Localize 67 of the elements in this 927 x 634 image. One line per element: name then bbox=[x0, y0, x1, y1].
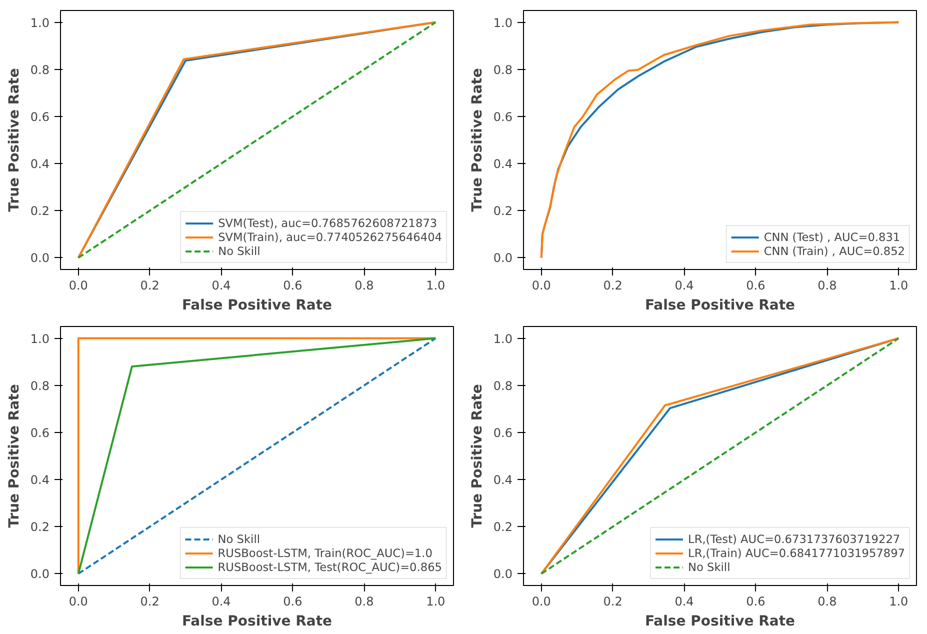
x-tick-label: 0.2 bbox=[603, 278, 622, 292]
x-axis-title: False Positive Rate bbox=[644, 614, 796, 630]
x-tick-label: 0.2 bbox=[140, 594, 160, 608]
x-tick-label: 0.2 bbox=[603, 594, 622, 608]
y-axis-title: True Positive Rate bbox=[6, 384, 22, 528]
x-tick-label: 0.6 bbox=[746, 594, 766, 608]
y-tick-label: 0.8 bbox=[30, 62, 50, 77]
y-tick-label: 0.8 bbox=[493, 378, 513, 393]
y-tick-label: 0.2 bbox=[30, 520, 50, 534]
y-tick-label: 0.0 bbox=[30, 567, 50, 582]
y-tick-label: 0.4 bbox=[30, 157, 50, 172]
y-tick-label: 0.6 bbox=[493, 110, 513, 124]
legend-label: RUSBoost-LSTM, Test(ROC_AUC)=0.865 bbox=[218, 560, 442, 574]
legend-label: LR,(Test) AUC=0.6731737603719227 bbox=[688, 532, 900, 546]
legend-label: LR,(Train) AUC=0.6841771031957897 bbox=[688, 546, 905, 560]
legend-label: SVM(Train), auc=0.7740526275646404 bbox=[218, 230, 442, 244]
x-tick-label: 1.0 bbox=[889, 278, 908, 292]
x-tick-label: 0.0 bbox=[68, 594, 88, 608]
x-tick-label: 0.2 bbox=[140, 278, 160, 292]
x-tick-label: 1.0 bbox=[426, 594, 446, 608]
x-tick-label: 0.8 bbox=[354, 594, 374, 608]
legend-label: CNN (Train) , AUC=0.852 bbox=[764, 244, 905, 258]
y-tick-label: 0.6 bbox=[30, 426, 50, 440]
legend-label: No Skill bbox=[218, 244, 260, 258]
x-tick-label: 0.0 bbox=[532, 278, 551, 292]
y-tick-label: 0.6 bbox=[493, 426, 513, 440]
x-axis-title: False Positive Rate bbox=[182, 298, 332, 314]
y-tick-label: 0.8 bbox=[30, 378, 50, 393]
x-tick-label: 0.8 bbox=[354, 278, 374, 292]
y-tick-label: 0.4 bbox=[30, 473, 50, 488]
y-axis-title: True Positive Rate bbox=[6, 68, 22, 212]
x-tick-label: 0.6 bbox=[283, 594, 302, 608]
x-tick-label: 0.6 bbox=[283, 278, 302, 292]
x-tick-label: 0.0 bbox=[532, 594, 551, 608]
x-tick-label: 0.8 bbox=[818, 278, 837, 292]
legend-label: No Skill bbox=[688, 560, 730, 574]
y-tick-label: 0.8 bbox=[493, 62, 513, 77]
y-tick-label: 0.2 bbox=[493, 520, 513, 534]
x-tick-label: 0.4 bbox=[674, 594, 694, 608]
x-tick-label: 0.8 bbox=[818, 594, 837, 608]
x-tick-label: 0.6 bbox=[746, 278, 766, 292]
y-tick-label: 0.2 bbox=[30, 204, 50, 218]
y-axis-title: True Positive Rate bbox=[469, 384, 486, 528]
y-tick-label: 1.0 bbox=[493, 332, 513, 346]
y-tick-label: 0.0 bbox=[493, 567, 513, 582]
legend-label: RUSBoost-LSTM, Train(ROC_AUC)=1.0 bbox=[218, 546, 432, 560]
y-tick-label: 0.2 bbox=[493, 204, 513, 218]
x-tick-label: 0.0 bbox=[68, 278, 88, 292]
legend-label: CNN (Test) , AUC=0.831 bbox=[764, 230, 900, 244]
y-tick-label: 0.4 bbox=[493, 157, 513, 172]
x-tick-label: 1.0 bbox=[889, 594, 908, 608]
x-tick-label: 0.4 bbox=[212, 278, 231, 292]
legend-label: No Skill bbox=[218, 532, 260, 546]
y-axis-title: True Positive Rate bbox=[469, 68, 486, 212]
y-tick-label: 0.4 bbox=[493, 473, 513, 488]
x-axis-title: False Positive Rate bbox=[182, 614, 332, 630]
legend-label: SVM(Test), auc=0.7685762608721873 bbox=[218, 216, 438, 230]
y-tick-label: 1.0 bbox=[30, 332, 50, 346]
x-tick-label: 1.0 bbox=[426, 278, 446, 292]
y-tick-label: 1.0 bbox=[30, 16, 50, 30]
x-tick-label: 0.4 bbox=[212, 594, 231, 608]
y-tick-label: 1.0 bbox=[493, 16, 513, 30]
x-axis-title: False Positive Rate bbox=[644, 298, 796, 314]
x-tick-label: 0.4 bbox=[674, 278, 694, 292]
y-tick-label: 0.0 bbox=[493, 251, 513, 266]
y-tick-label: 0.6 bbox=[30, 110, 50, 124]
y-tick-label: 0.0 bbox=[30, 251, 50, 266]
